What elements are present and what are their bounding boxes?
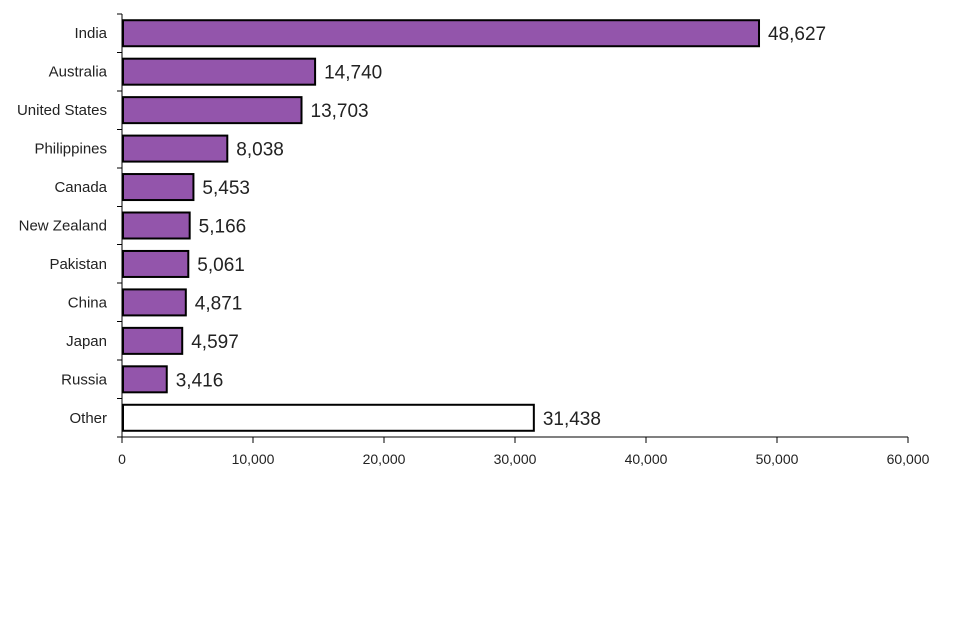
bar-china [122,288,187,317]
data-label-japan: 4,597 [191,332,239,353]
data-label-united-states: 13,703 [311,101,369,122]
data-label-new-zealand: 5,166 [199,217,247,238]
tick-marks [117,13,909,443]
x-tick-labels: 0 10,000 20,000 30,000 40,000 50,000 60,000 [118,451,930,467]
x-tick-label: 10,000 [232,451,275,467]
category-label-canada: Canada [54,179,107,196]
data-label-russia: 3,416 [176,370,224,391]
data-label-other: 31,438 [543,409,601,430]
bar-philippines [122,134,229,163]
x-tick-label: 30,000 [494,451,537,467]
category-label-russia: Russia [61,371,108,388]
data-label-china: 4,871 [195,293,243,314]
x-tick-label: 50,000 [756,451,799,467]
category-label-philippines: Philippines [34,141,107,158]
bar-new-zealand [122,211,191,240]
category-label-australia: Australia [49,64,108,81]
x-tick-label: 40,000 [625,451,668,467]
bar-russia [122,365,168,394]
bar-india [122,19,761,48]
bar-united-states [122,96,303,125]
x-tick-label: 60,000 [887,451,930,467]
bar-canada [122,173,195,202]
data-label-canada: 5,453 [202,178,250,199]
x-tick-label: 0 [118,451,126,467]
data-label-pakistan: 5,061 [197,255,245,276]
data-label-india: 48,627 [768,24,826,45]
bars-group [122,19,761,432]
category-label-japan: Japan [66,333,107,350]
category-label-china: China [68,294,108,311]
data-label-australia: 14,740 [324,63,382,84]
x-tick-label: 20,000 [363,451,406,467]
bar-australia [122,57,317,86]
data-labels: 48,627 14,740 13,703 8,038 5,453 5,166 5,061 4,… [176,24,826,430]
data-label-philippines: 8,038 [236,140,284,161]
category-label-united-states: United States [17,102,107,119]
category-label-india: India [74,25,107,42]
bar-pakistan [122,249,190,278]
bar-other [122,403,535,432]
bar-japan [122,326,184,355]
category-labels: India Australia United States Philippines Ca… [17,25,108,427]
category-label-new-zealand: New Zealand [19,218,107,235]
category-label-pakistan: Pakistan [49,256,107,273]
category-label-other: Other [69,410,107,427]
